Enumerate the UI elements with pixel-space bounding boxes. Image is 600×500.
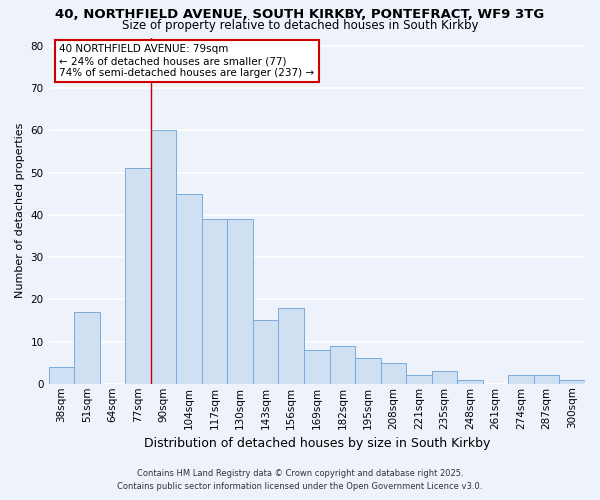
Bar bbox=[253, 320, 278, 384]
Bar bbox=[176, 194, 202, 384]
Text: Contains HM Land Registry data © Crown copyright and database right 2025.
Contai: Contains HM Land Registry data © Crown c… bbox=[118, 470, 482, 491]
Bar bbox=[49, 367, 74, 384]
Text: 40, NORTHFIELD AVENUE, SOUTH KIRKBY, PONTEFRACT, WF9 3TG: 40, NORTHFIELD AVENUE, SOUTH KIRKBY, PON… bbox=[55, 8, 545, 20]
Bar bbox=[125, 168, 151, 384]
Bar bbox=[74, 312, 100, 384]
Bar bbox=[202, 219, 227, 384]
Bar bbox=[151, 130, 176, 384]
Bar bbox=[278, 308, 304, 384]
Bar bbox=[227, 219, 253, 384]
Bar bbox=[329, 346, 355, 384]
Bar bbox=[380, 362, 406, 384]
Bar bbox=[432, 371, 457, 384]
Bar bbox=[534, 376, 559, 384]
Bar bbox=[406, 376, 432, 384]
Y-axis label: Number of detached properties: Number of detached properties bbox=[15, 123, 25, 298]
Bar bbox=[559, 380, 585, 384]
Bar bbox=[508, 376, 534, 384]
Bar bbox=[457, 380, 483, 384]
Bar bbox=[304, 350, 329, 384]
X-axis label: Distribution of detached houses by size in South Kirkby: Distribution of detached houses by size … bbox=[143, 437, 490, 450]
Bar bbox=[355, 358, 380, 384]
Text: 40 NORTHFIELD AVENUE: 79sqm
← 24% of detached houses are smaller (77)
74% of sem: 40 NORTHFIELD AVENUE: 79sqm ← 24% of det… bbox=[59, 44, 314, 78]
Text: Size of property relative to detached houses in South Kirkby: Size of property relative to detached ho… bbox=[122, 19, 478, 32]
